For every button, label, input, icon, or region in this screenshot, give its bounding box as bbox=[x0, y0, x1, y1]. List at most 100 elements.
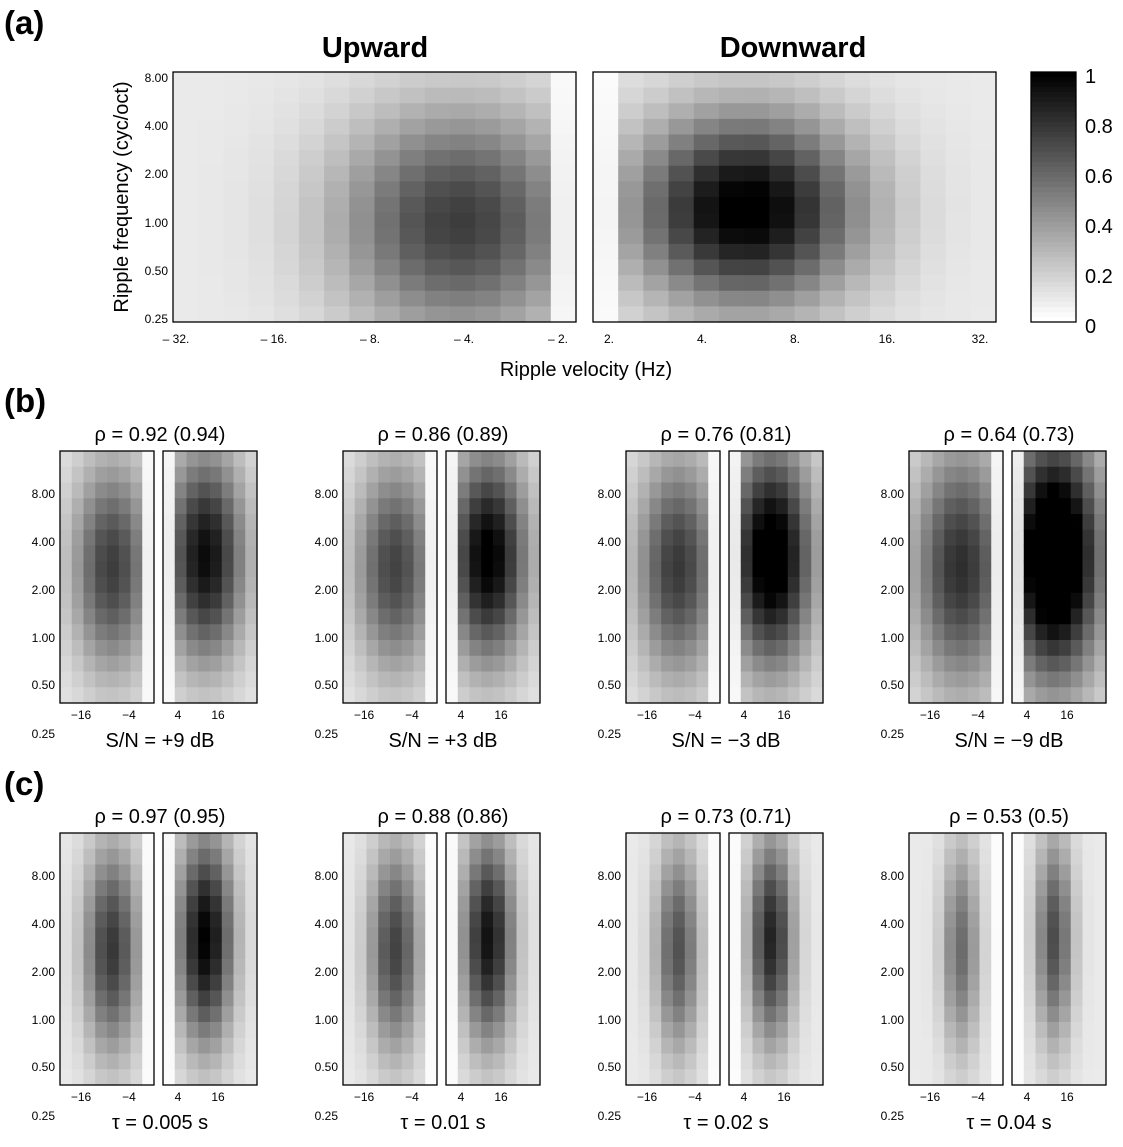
heat-cell-c-down bbox=[210, 896, 223, 913]
heat-cell-a-up bbox=[399, 103, 426, 120]
heat-cell-c-up bbox=[366, 927, 379, 944]
heat-cell-a-up bbox=[273, 243, 300, 261]
heat-cell-a-down bbox=[920, 259, 947, 276]
heat-cell-a-up bbox=[450, 134, 476, 151]
heat-cell-b-up bbox=[118, 655, 132, 673]
heat-cell-c-up bbox=[401, 848, 415, 866]
heat-cell-b-down bbox=[1012, 608, 1025, 625]
heat-cell-a-up bbox=[399, 228, 426, 245]
ytick-label: 0.50 bbox=[315, 678, 339, 692]
heat-cell-b-down bbox=[787, 687, 801, 704]
heat-cell-c-up bbox=[107, 1022, 120, 1039]
heat-cell-b-up bbox=[991, 529, 1004, 547]
heat-cell-c-down bbox=[528, 896, 541, 913]
heat-cell-b-up bbox=[401, 671, 415, 688]
heat-cell-a-up bbox=[324, 290, 350, 307]
heat-cell-c-down bbox=[481, 1006, 494, 1023]
xtick-label: −4 bbox=[122, 708, 136, 722]
heat-cell-b-up bbox=[909, 514, 922, 531]
heat-cell-c-up bbox=[366, 959, 379, 976]
heat-cell-c-down bbox=[752, 990, 765, 1007]
heat-cell-a-up bbox=[223, 181, 250, 198]
heat-cell-b-down bbox=[493, 687, 506, 704]
heat-cell-c-down bbox=[1035, 911, 1048, 929]
heat-cell-c-down bbox=[186, 1053, 199, 1070]
heat-cell-b-down bbox=[245, 514, 258, 531]
heat-cell-c-up bbox=[979, 1069, 992, 1086]
heat-cell-b-up bbox=[83, 655, 96, 673]
heat-cell-a-up bbox=[273, 259, 300, 276]
heat-cell-b-up bbox=[343, 466, 356, 484]
heat-cell-b-down bbox=[469, 640, 482, 657]
heat-cell-b-up bbox=[71, 451, 85, 468]
heat-cell-c-down bbox=[740, 1037, 754, 1055]
heat-cell-c-up bbox=[991, 1022, 1004, 1039]
heat-cell-c-down bbox=[493, 1022, 506, 1039]
heat-cell-a-down bbox=[643, 275, 670, 292]
heat-cell-a-up bbox=[399, 259, 426, 276]
heat-cell-a-down bbox=[769, 275, 796, 292]
heat-cell-b-down bbox=[493, 577, 506, 594]
heat-cell-a-up bbox=[424, 228, 451, 245]
heat-cell-c-down bbox=[740, 911, 754, 929]
colorbar-step bbox=[1031, 262, 1076, 268]
heat-cell-c-up bbox=[967, 833, 981, 850]
heat-cell-c-up bbox=[932, 974, 945, 992]
heat-cell-b-up bbox=[979, 482, 992, 499]
heat-cell-b-down bbox=[787, 466, 801, 484]
heat-cell-b-up bbox=[626, 529, 639, 547]
heat-cell-a-up bbox=[525, 197, 552, 214]
heat-cell-b-up bbox=[944, 640, 957, 657]
heat-cell-a-down bbox=[643, 181, 670, 198]
heat-cell-c-down bbox=[210, 1053, 223, 1070]
heat-cell-b-down bbox=[729, 608, 742, 625]
heat-cell-a-down bbox=[870, 134, 896, 151]
heat-cell-c-down bbox=[1070, 1006, 1084, 1023]
heat-cell-c-up bbox=[343, 833, 356, 850]
heat-cell-a-down bbox=[794, 181, 821, 198]
heat-cell-c-down bbox=[516, 943, 529, 960]
heat-cell-c-down bbox=[764, 896, 777, 913]
heat-cell-c-up bbox=[366, 1022, 379, 1039]
heat-cell-c-down bbox=[752, 1069, 765, 1086]
heat-cell-a-down bbox=[744, 212, 770, 229]
heat-cell-c-down bbox=[528, 911, 541, 929]
heat-cell-b-down bbox=[811, 592, 824, 610]
heat-cell-c-down bbox=[776, 1022, 789, 1039]
heat-cell-c-down bbox=[811, 959, 824, 976]
heat-cell-c-down bbox=[457, 864, 471, 881]
heat-cell-b-down bbox=[446, 687, 459, 704]
heat-cell-a-down bbox=[668, 118, 695, 136]
heat-cell-c-up bbox=[626, 896, 639, 913]
heat-cell-a-up bbox=[173, 181, 199, 198]
heat-cell-b-up bbox=[413, 640, 426, 657]
heat-cell-b-up bbox=[696, 608, 709, 625]
heat-cell-c-down bbox=[799, 880, 812, 897]
heat-cell-c-up bbox=[696, 1069, 709, 1086]
heat-cell-c-down bbox=[210, 959, 223, 976]
heat-cell-c-up bbox=[343, 1006, 356, 1023]
heat-cell-b-up bbox=[661, 529, 674, 547]
heat-cell-b-up bbox=[130, 592, 143, 610]
heat-cell-c-down bbox=[1035, 1053, 1048, 1070]
heat-cell-b-up bbox=[366, 640, 379, 657]
heat-cell-a-up bbox=[525, 228, 552, 245]
heat-cell-c-down bbox=[469, 1069, 482, 1086]
heat-cell-c-up bbox=[991, 959, 1004, 976]
heat-cell-a-down bbox=[769, 290, 796, 307]
heat-cell-c-up bbox=[956, 1022, 969, 1039]
heat-cell-a-up bbox=[198, 165, 224, 182]
heat-cell-c-down bbox=[469, 959, 482, 976]
heat-cell-c-up bbox=[708, 833, 721, 850]
heat-cell-c-down bbox=[516, 974, 529, 992]
heat-cell-c-up bbox=[378, 833, 391, 850]
heat-cell-b-up bbox=[413, 655, 426, 673]
heat-cell-c-down bbox=[729, 959, 742, 976]
heat-cell-c-up bbox=[932, 943, 945, 960]
heat-cell-b-up bbox=[413, 561, 426, 578]
heat-cell-a-up bbox=[525, 134, 552, 151]
heat-cell-c-up bbox=[979, 833, 992, 850]
heat-cell-b-down bbox=[446, 655, 459, 673]
heat-cell-c-up bbox=[661, 1037, 674, 1055]
heat-cell-b-up bbox=[390, 451, 403, 468]
